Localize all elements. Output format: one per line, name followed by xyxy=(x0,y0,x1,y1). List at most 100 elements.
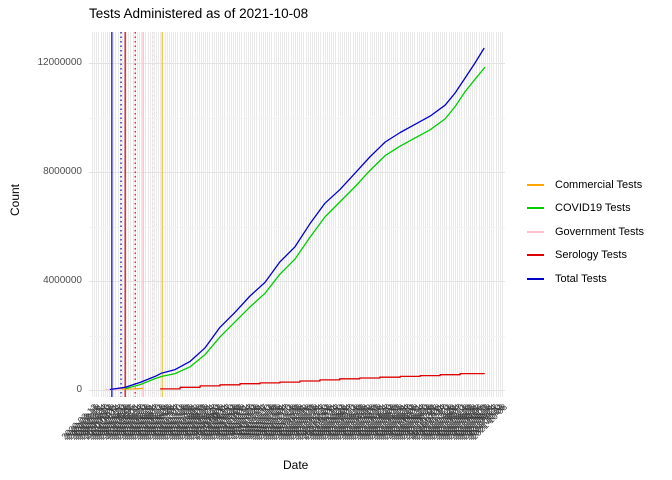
vertical-gridline xyxy=(329,32,331,397)
vertical-gridline xyxy=(358,32,360,397)
vertical-gridline xyxy=(335,32,337,397)
vertical-gridline xyxy=(354,32,356,397)
vertical-gridline xyxy=(472,32,474,397)
vertical-gridline xyxy=(467,32,469,397)
vertical-gridline xyxy=(158,32,160,397)
vertical-gridline xyxy=(156,32,158,397)
vertical-gridline xyxy=(147,32,149,397)
vertical-gridline xyxy=(247,32,249,397)
vertical-gridline xyxy=(482,32,484,397)
vertical-gridline xyxy=(109,32,111,397)
vertical-gridline xyxy=(269,32,271,397)
vertical-gridline xyxy=(252,32,254,397)
horizontal-minor-gridline xyxy=(89,335,505,337)
vertical-gridline xyxy=(166,32,168,397)
vertical-gridline xyxy=(211,32,213,397)
vertical-gridline xyxy=(235,32,237,397)
vertical-gridline xyxy=(446,32,448,397)
vertical-gridline xyxy=(115,32,117,397)
vertical-gridline xyxy=(153,32,155,397)
vertical-gridline xyxy=(203,32,205,397)
vertical-gridline xyxy=(361,32,363,397)
vertical-gridline xyxy=(403,32,405,397)
vertical-gridline xyxy=(320,32,322,397)
vertical-gridline xyxy=(143,32,145,397)
vertical-gridline xyxy=(194,32,196,397)
vertical-gridline xyxy=(435,32,437,397)
vertical-gridline xyxy=(94,32,96,397)
vertical-gridline xyxy=(92,32,93,397)
vertical-gridline xyxy=(177,32,179,397)
vertical-gridline xyxy=(431,32,433,397)
vertical-gridline xyxy=(314,32,316,397)
vertical-gridline xyxy=(450,32,452,397)
vertical-gridline xyxy=(217,32,219,397)
vertical-gridline xyxy=(457,32,459,397)
vertical-gridline xyxy=(228,32,230,397)
vertical-gridline xyxy=(220,32,222,397)
x-axis-title: Date xyxy=(283,458,309,472)
vertical-gridline xyxy=(132,32,134,397)
vertical-gridline xyxy=(427,32,429,397)
vertical-gridline xyxy=(215,32,217,397)
vertical-gridline xyxy=(292,32,294,397)
vertical-gridline xyxy=(356,32,358,397)
vertical-gridline xyxy=(416,32,418,397)
vertical-gridline xyxy=(341,32,343,397)
vertical-gridline xyxy=(363,32,365,397)
vertical-gridline xyxy=(410,32,412,397)
plot-panel xyxy=(89,32,505,397)
vertical-gridline xyxy=(151,32,153,397)
legend-label: Serology Tests xyxy=(555,249,627,262)
vertical-gridline xyxy=(179,32,181,397)
vertical-gridline xyxy=(305,32,307,397)
vertical-gridline xyxy=(273,32,275,397)
vertical-gridline xyxy=(104,32,106,397)
vertical-gridline xyxy=(100,32,102,397)
vertical-gridline xyxy=(474,32,476,397)
vertical-gridline xyxy=(388,32,390,397)
vertical-gridline xyxy=(198,32,200,397)
vertical-gridline xyxy=(442,32,444,397)
vertical-gridline xyxy=(224,32,226,397)
vertical-gridline xyxy=(459,32,461,397)
vertical-gridline xyxy=(164,32,166,397)
vertical-gridline xyxy=(130,32,132,397)
vertical-gridline xyxy=(365,32,367,397)
vertical-gridline xyxy=(181,32,183,397)
legend-key-line xyxy=(527,277,544,280)
vertical-gridline xyxy=(476,32,478,397)
vertical-gridline xyxy=(307,32,309,397)
vertical-gridline xyxy=(397,32,399,397)
vertical-gridline xyxy=(386,32,388,397)
vertical-gridline xyxy=(418,32,420,397)
vertical-gridline xyxy=(420,32,422,397)
vertical-gridline xyxy=(284,32,286,397)
vertical-gridline xyxy=(339,32,341,397)
vertical-gridline xyxy=(491,32,493,397)
vertical-gridline xyxy=(395,32,397,397)
series-line-total-tests xyxy=(109,47,485,391)
chart-title: Tests Administered as of 2021-10-08 xyxy=(89,6,309,21)
vertical-gridline xyxy=(299,32,301,397)
vertical-gridline xyxy=(126,32,128,397)
vertical-gridline xyxy=(437,32,439,397)
vertical-gridline xyxy=(282,32,284,397)
vertical-gridline xyxy=(260,32,262,397)
vertical-gridline xyxy=(241,32,243,397)
vertical-gridline xyxy=(102,32,104,397)
vertical-gridline xyxy=(286,32,288,397)
legend-item: Government Tests xyxy=(527,220,644,244)
horizontal-major-gridline xyxy=(89,390,505,391)
vertical-gridline xyxy=(408,32,410,397)
vertical-gridline xyxy=(275,32,277,397)
vertical-gridline xyxy=(294,32,296,397)
vertical-gridline xyxy=(106,32,108,397)
vertical-gridline xyxy=(493,32,495,397)
vertical-gridline xyxy=(489,32,491,397)
vertical-gridline xyxy=(226,32,228,397)
vertical-gridline xyxy=(318,32,320,397)
legend-key-line xyxy=(527,207,544,210)
vertical-gridline xyxy=(262,32,264,397)
vertical-gridline xyxy=(200,32,202,397)
